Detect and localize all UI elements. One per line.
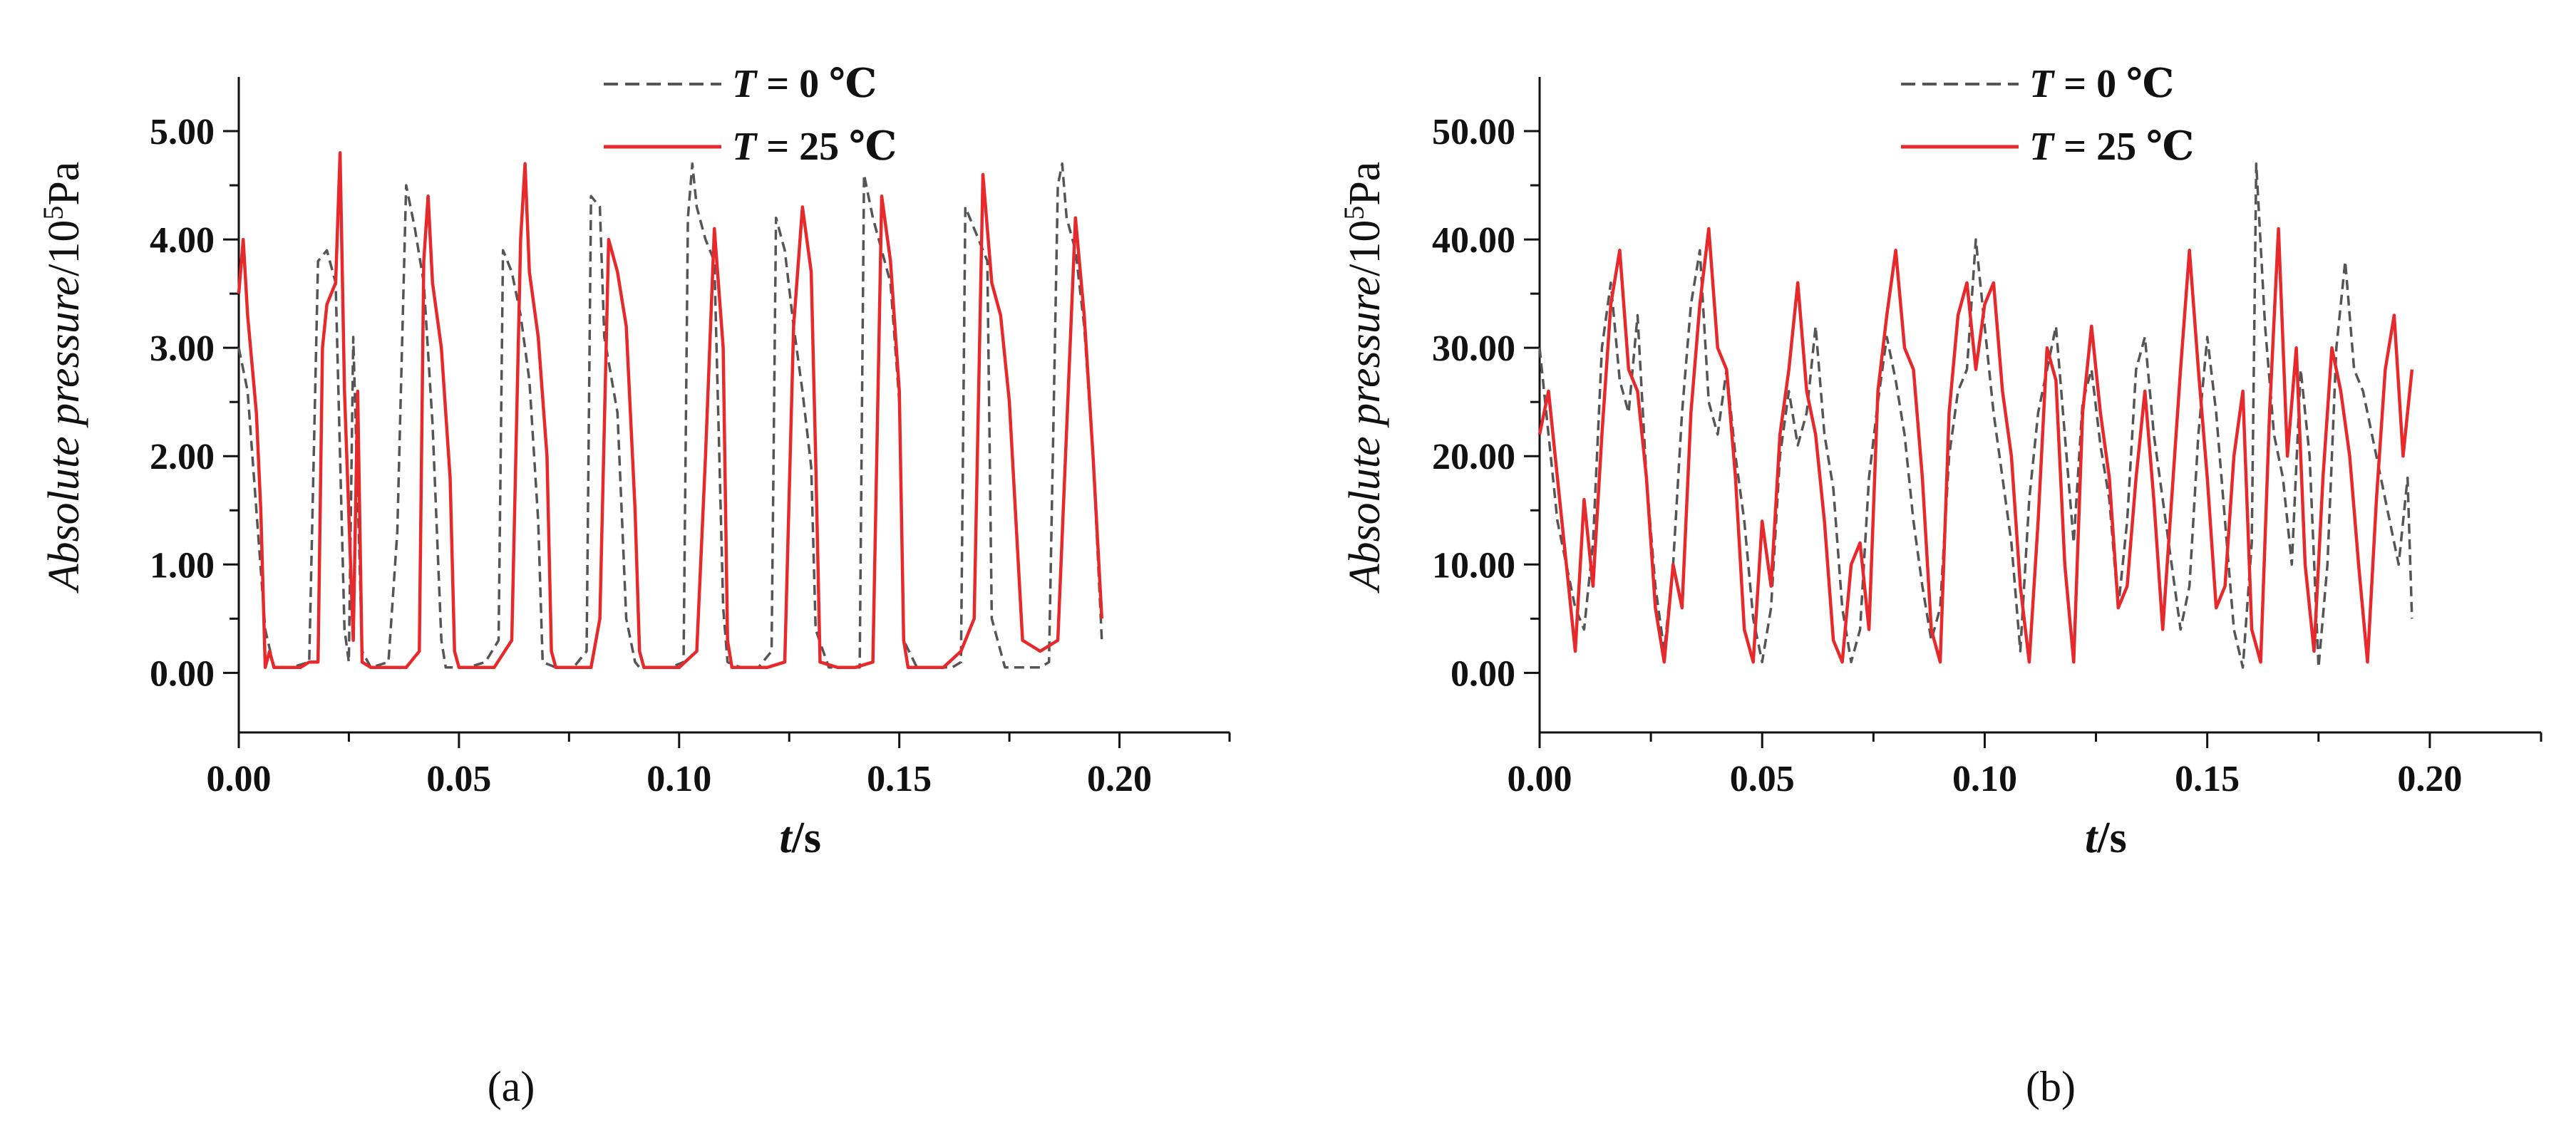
y-tick-label: 5.00 [150, 112, 215, 152]
y-tick-label: 20.00 [1432, 437, 1515, 477]
panel-label: (b) [2026, 1063, 2076, 1110]
y-tick-label: 0.00 [1451, 653, 1515, 694]
y-axis-title: Absolute pressure/105Pa [1338, 162, 1390, 594]
chart-panel-b: 0.00 10.00 20.00 30.00 40.00 50.00 0.00 0.05 0.1… [1338, 62, 2542, 1110]
y-tick-label: 3.00 [150, 328, 215, 369]
y-tick-label: 30.00 [1432, 328, 1515, 369]
y-tick-label: 1.00 [150, 545, 215, 586]
y-tick-label: 4.00 [150, 220, 215, 261]
x-tick-label: 0.15 [2175, 759, 2240, 799]
legend-label-t0: T = 0 ℃ [732, 62, 877, 106]
x-tick-label: 0.00 [1508, 759, 1572, 799]
series-line-t0 [237, 162, 1103, 669]
x-axis-title: t/s [779, 814, 821, 862]
x-axis-title: t/s [2085, 814, 2127, 862]
legend-label-t0: T = 0 ℃ [2029, 62, 2174, 106]
y-tick-label: 10.00 [1432, 545, 1515, 586]
x-tick-label: 0.15 [867, 759, 932, 799]
x-tick-label: 0.20 [1087, 759, 1152, 799]
x-tick-label: 0.05 [1730, 759, 1795, 799]
panel-label: (a) [488, 1063, 535, 1110]
y-axis-title: Absolute pressure/105Pa [37, 162, 89, 594]
x-tick-label: 0.05 [426, 759, 491, 799]
y-tick-label: 40.00 [1432, 220, 1515, 261]
x-tick-label: 0.20 [2397, 759, 2462, 799]
series-line-t0 [1538, 162, 2413, 669]
series-line-t25 [237, 151, 1104, 670]
legend-label-t25: T = 25 ℃ [2029, 125, 2194, 169]
y-tick-label: 0.00 [150, 653, 215, 694]
x-tick-label: 0.00 [207, 759, 272, 799]
chart-panel-a: 0.00 1.00 2.00 3.00 4.00 5.00 0.00 0.05 0.10 0.15… [37, 62, 1231, 1110]
y-tick-label: 2.00 [150, 437, 215, 477]
series-line-t25 [1537, 227, 2414, 664]
y-tick-label: 50.00 [1432, 112, 1515, 152]
x-tick-label: 0.10 [1952, 759, 2017, 799]
legend-label-t25: T = 25 ℃ [732, 125, 897, 169]
x-tick-label: 0.10 [646, 759, 711, 799]
